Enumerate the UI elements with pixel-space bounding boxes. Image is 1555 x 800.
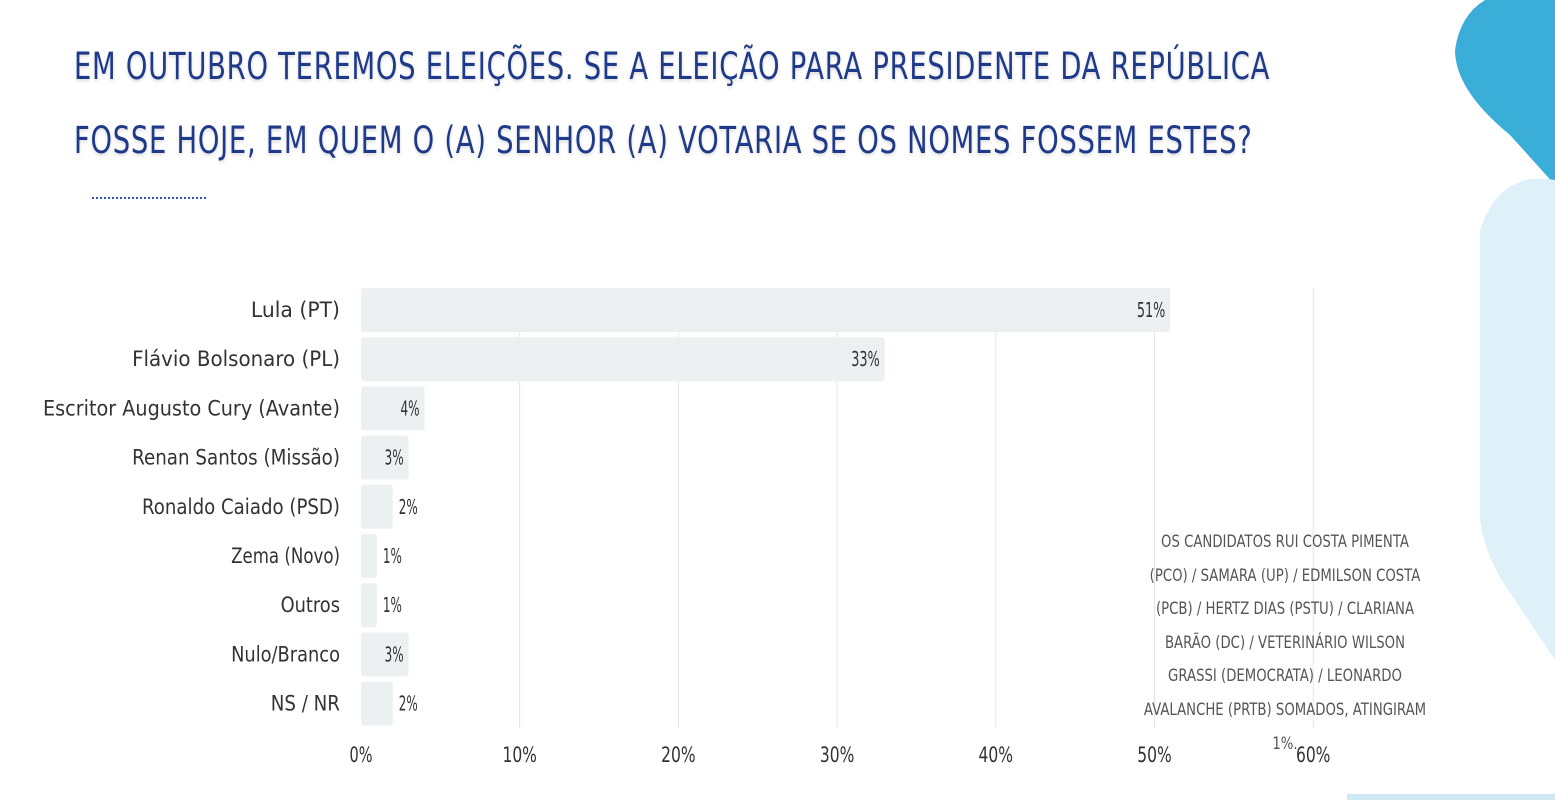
x-tick-label: 50% <box>1137 743 1172 767</box>
value-label: 2% <box>399 495 418 519</box>
bar-6 <box>361 583 377 628</box>
x-tick-label: 0% <box>350 743 373 767</box>
category-label: Ronaldo Caiado (PSD) <box>142 495 340 519</box>
decorative-shape-top-right <box>1455 0 1555 660</box>
category-label: Escritor Augusto Cury (Avante) <box>43 396 340 420</box>
bar-5 <box>361 534 377 578</box>
value-label: 51% <box>1137 298 1166 322</box>
value-label: 2% <box>399 692 418 716</box>
category-label: NS / NR <box>271 692 340 716</box>
x-tick-label: 10% <box>502 743 537 767</box>
value-label: 1% <box>383 593 402 617</box>
bar-4 <box>361 484 393 529</box>
x-tick-label: 40% <box>979 743 1014 767</box>
category-label: Zema (Novo) <box>231 544 340 568</box>
category-label: Renan Santos (Missão) <box>132 446 340 470</box>
value-label: 33% <box>851 347 880 371</box>
value-label: 3% <box>385 642 404 666</box>
category-label: Outros <box>281 593 340 617</box>
x-tick-label: 20% <box>661 743 696 767</box>
bar-7 <box>361 632 409 677</box>
value-label: 3% <box>385 446 404 470</box>
category-label: Flávio Bolsonaro (PL) <box>132 347 340 371</box>
x-tick-label: 30% <box>820 743 855 767</box>
category-label: Lula (PT) <box>251 298 340 322</box>
title-underline <box>92 197 206 199</box>
bar-0 <box>361 288 1171 332</box>
bar-1 <box>361 337 885 382</box>
bar-3 <box>361 435 409 480</box>
bar-8 <box>361 681 393 726</box>
footnote-other-candidates: OS CANDIDATOS RUI COSTA PIMENTA (PCO) / … <box>1143 532 1427 754</box>
x-tick-label: 60% <box>1296 743 1331 767</box>
bar-2 <box>361 386 425 431</box>
category-label: Nulo/Branco <box>231 642 340 666</box>
value-label: 1% <box>383 544 402 568</box>
decorative-bar-bottom <box>1347 794 1555 800</box>
value-label: 4% <box>400 396 419 420</box>
